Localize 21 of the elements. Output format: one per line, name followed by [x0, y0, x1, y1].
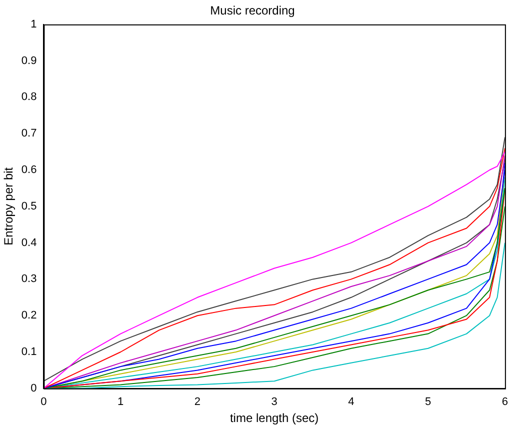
x-tick-label: 1	[118, 396, 124, 408]
y-tick-label: 0.4	[21, 236, 37, 249]
y-tick-label: 0.7	[21, 128, 37, 140]
x-axis-title: time length (sec)	[230, 411, 319, 426]
y-tick-label: 0.3	[21, 273, 37, 286]
y-tick-label: 0.1	[21, 346, 37, 358]
x-tick-label: 4	[348, 396, 354, 408]
x-tick-label: 2	[194, 396, 201, 408]
y-tick-label: 0	[30, 382, 37, 394]
y-tick-label: 0.2	[21, 310, 37, 322]
y-axis-title: Entropy per bit	[2, 166, 16, 246]
y-tick-label: 0.5	[21, 200, 37, 212]
x-tick-label: 3	[271, 396, 278, 408]
y-tick-label: 0.9	[21, 54, 37, 67]
x-tick-label: 5	[425, 396, 432, 408]
y-tick-label: 1	[30, 18, 37, 30]
y-tick-label: 0.6	[21, 164, 37, 176]
x-tick-label: 0	[40, 396, 47, 408]
chart-title: Music recording	[210, 4, 295, 18]
x-tick-label: 6	[502, 396, 508, 408]
y-tick-label: 0.8	[21, 91, 37, 104]
